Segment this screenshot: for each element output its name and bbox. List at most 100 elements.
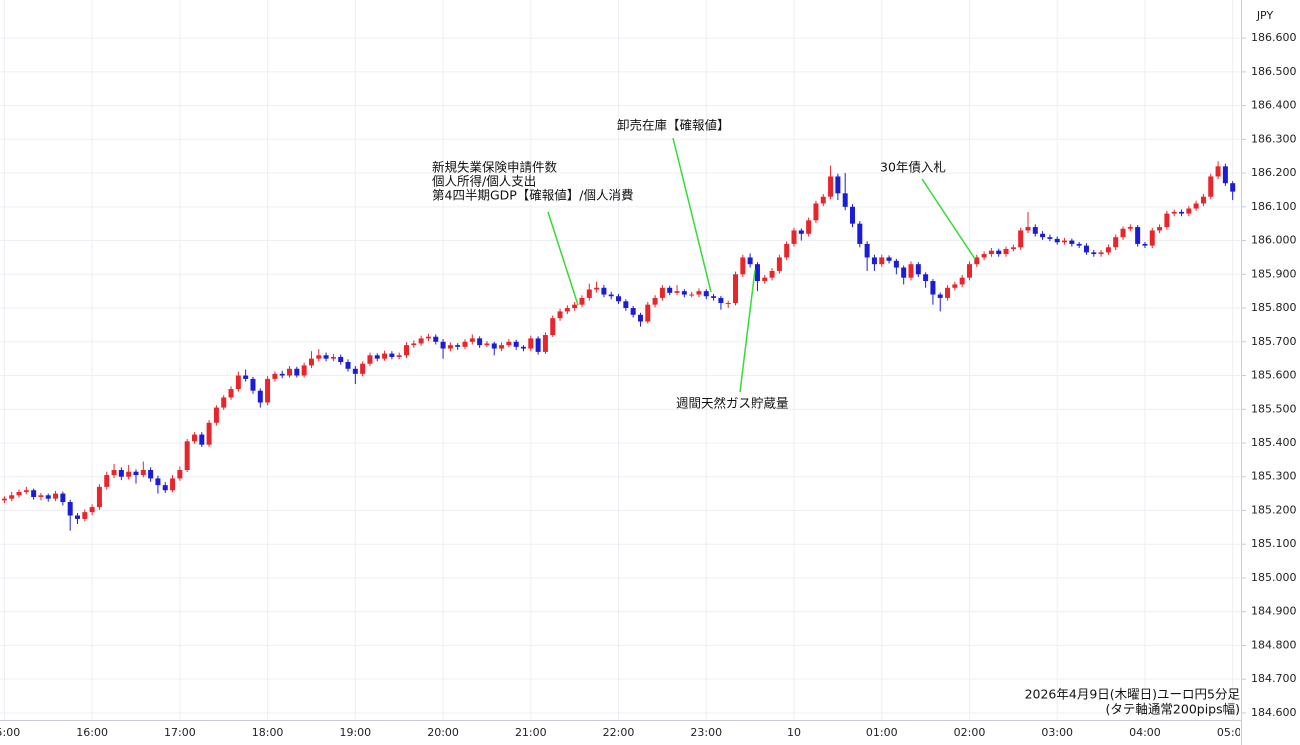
candle-body	[155, 478, 161, 486]
x-tick-label: 19:00	[339, 726, 371, 739]
candle-body	[535, 338, 541, 352]
candle-body	[1, 498, 7, 501]
candle-body	[952, 284, 958, 288]
candle-body	[1127, 227, 1133, 229]
candle-body	[1003, 248, 1009, 255]
candle-body	[455, 345, 461, 347]
candle-body	[294, 368, 300, 376]
candle-body	[1105, 247, 1111, 253]
candle-body	[645, 304, 651, 322]
x-tick-label: 23:00	[690, 726, 722, 739]
candle-body	[1025, 227, 1031, 231]
y-tick-label: 184.900	[1251, 605, 1297, 618]
candle-body	[67, 502, 73, 516]
candle-body	[104, 475, 110, 487]
candle-body	[140, 469, 146, 476]
y-tick-label: 186.200	[1251, 166, 1297, 179]
candle-body	[425, 336, 431, 339]
annotation-text: 週間天然ガス貯蔵量	[676, 396, 789, 411]
candle-body	[981, 254, 987, 258]
candle-body	[1076, 243, 1082, 246]
candle-body	[974, 257, 980, 265]
annotation-line	[739, 269, 756, 393]
candle-body	[9, 495, 15, 499]
candle-body	[301, 365, 307, 376]
y-tick-label: 185.300	[1251, 470, 1297, 483]
candle-body	[769, 270, 775, 278]
candle-body	[813, 203, 819, 221]
candle-body	[433, 336, 439, 342]
candle-body	[681, 291, 687, 295]
y-tick-label: 186.400	[1251, 99, 1297, 112]
candle-body	[915, 264, 921, 275]
candle-body	[733, 274, 739, 303]
candle-body	[652, 297, 658, 305]
candle-body	[31, 490, 37, 497]
candle-body	[1200, 196, 1206, 204]
candle-body	[177, 469, 183, 479]
candle-body	[1193, 203, 1199, 209]
y-tick-label: 186.000	[1251, 234, 1297, 247]
x-tick-label: 17:00	[164, 726, 196, 739]
candle-body	[659, 287, 665, 298]
candle-body	[630, 308, 636, 315]
candle-body	[579, 297, 585, 305]
candle-body	[360, 363, 366, 374]
x-tick-label: 21:00	[515, 726, 547, 739]
y-tick-label: 186.300	[1251, 132, 1297, 145]
x-tick-label: 03:00	[1041, 726, 1073, 739]
candle-body	[16, 491, 22, 496]
candle-body	[462, 341, 468, 347]
candle-body	[1215, 166, 1221, 177]
candle-body	[542, 335, 548, 352]
candle-body	[835, 176, 841, 194]
candle-body	[316, 355, 322, 359]
candle-body	[338, 356, 344, 363]
candle-body	[418, 338, 424, 344]
candle-body	[111, 469, 117, 476]
candle-body	[1157, 227, 1163, 231]
candle-body	[1208, 176, 1214, 197]
x-tick-label: 22:00	[603, 726, 635, 739]
candle-body	[528, 338, 534, 349]
candle-body	[367, 355, 373, 364]
candle-body	[864, 243, 870, 258]
candle-body	[1230, 183, 1236, 192]
candle-body	[608, 294, 614, 297]
y-tick-label: 184.800	[1251, 638, 1297, 651]
candle-body	[616, 296, 622, 302]
x-tick-label: 05:00	[1217, 726, 1249, 739]
candle-body	[586, 289, 592, 298]
x-tick-label: 04:00	[1129, 726, 1161, 739]
candle-body	[901, 267, 907, 278]
annotation-text: 第4四半期GDP【確報値】/個人消費	[432, 188, 634, 203]
candle-body	[1142, 243, 1148, 246]
y-tick-label: 184.600	[1251, 706, 1297, 719]
candle-body	[937, 294, 943, 298]
candle-body	[221, 397, 227, 408]
candle-body	[725, 302, 731, 304]
candle-body	[1083, 245, 1089, 253]
candle-body	[594, 287, 600, 290]
candle-body	[23, 490, 29, 492]
candle-body	[820, 196, 826, 204]
candle-body	[1054, 238, 1060, 243]
candle-body	[893, 260, 899, 268]
candle-body	[184, 441, 190, 470]
y-tick-label: 185.600	[1251, 369, 1297, 382]
candle-body	[1047, 237, 1053, 239]
candle-body	[550, 318, 556, 336]
candle-body	[1222, 166, 1228, 184]
candle-body	[886, 257, 892, 261]
annotation-text: 個人所得/個人支出	[432, 174, 536, 189]
candle-body	[118, 469, 124, 477]
candle-body	[996, 250, 1002, 255]
candle-body	[148, 469, 154, 479]
annotation-text: 卸売在庫【確報値】	[617, 118, 730, 133]
chart-note: (タテ軸通常200pips幅)	[1106, 702, 1240, 717]
candle-body	[82, 512, 88, 519]
candle-body	[696, 291, 702, 295]
candle-body	[287, 368, 293, 376]
candle-body	[45, 495, 51, 499]
candle-body	[923, 274, 929, 282]
